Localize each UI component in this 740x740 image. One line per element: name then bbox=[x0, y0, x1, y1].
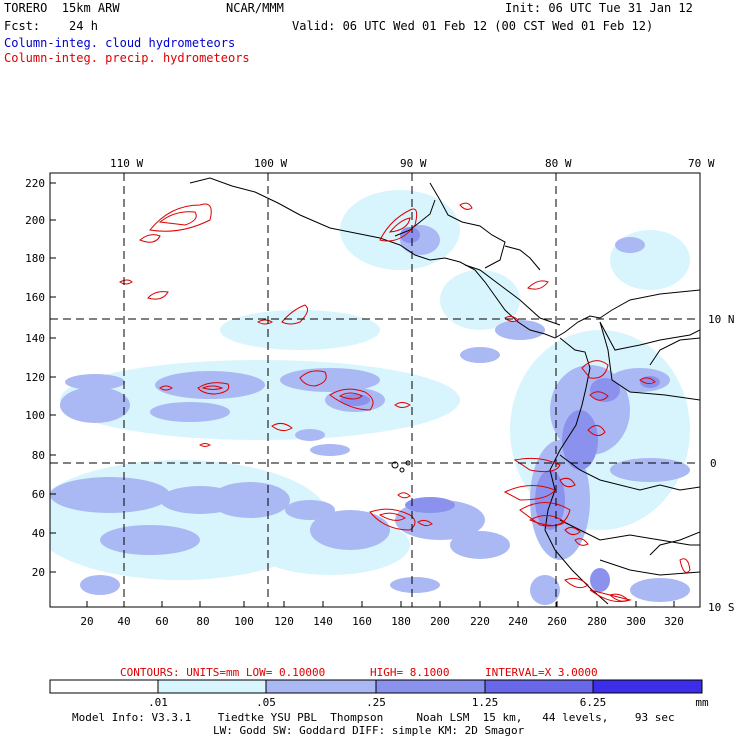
legend-value: .05 bbox=[256, 696, 276, 709]
legend-labels: .01 .05 .25 1.25 6.25 mm bbox=[148, 696, 709, 709]
y-tick-label: 220 bbox=[25, 177, 45, 190]
legend-value: 6.25 bbox=[580, 696, 607, 709]
lat-lon-grid bbox=[50, 173, 700, 607]
x-tick-label: 320 bbox=[664, 615, 684, 628]
lon-label-80w: 80 W bbox=[545, 157, 572, 170]
model-info-line1: Model Info: V3.3.1 Tiedtke YSU PBL Thomp… bbox=[72, 711, 675, 724]
model-title: TORERO 15km ARW bbox=[4, 1, 120, 15]
contour-high-label: HIGH= 8.1000 bbox=[370, 666, 449, 679]
legend-swatch bbox=[266, 680, 376, 693]
lon-label-100w: 100 W bbox=[254, 157, 287, 170]
legend-value: .01 bbox=[148, 696, 168, 709]
legend-swatch bbox=[50, 680, 158, 693]
x-tick-label: 220 bbox=[470, 615, 490, 628]
y-tick-label: 200 bbox=[25, 214, 45, 227]
lat-label-10n: 10 N bbox=[708, 313, 735, 326]
y-tick-label: 120 bbox=[25, 371, 45, 384]
x-tick-labels: 20 40 60 80 100 120 140 160 180 200 220 … bbox=[80, 615, 684, 628]
contour-interval-label: INTERVAL=X 3.0000 bbox=[485, 666, 598, 679]
x-tick-marks bbox=[86, 601, 675, 607]
legend-swatch bbox=[376, 680, 485, 693]
legend-swatch bbox=[485, 680, 593, 693]
model-info-line2: LW: Godd SW: Goddard DIFF: simple KM: 2D… bbox=[213, 724, 525, 737]
legend-swatch bbox=[158, 680, 266, 693]
x-tick-label: 140 bbox=[313, 615, 333, 628]
lat-label-10s: 10 S bbox=[708, 601, 735, 614]
x-tick-label: 40 bbox=[117, 615, 130, 628]
y-tick-label: 60 bbox=[32, 488, 45, 501]
lon-label-110w: 110 W bbox=[110, 157, 143, 170]
x-tick-label: 300 bbox=[626, 615, 646, 628]
legend-unit: mm bbox=[695, 696, 709, 709]
field-precip-label: Column-integ. precip. hydrometeors bbox=[4, 51, 250, 65]
x-tick-label: 100 bbox=[234, 615, 254, 628]
lon-label-70w: 70 W bbox=[688, 157, 715, 170]
valid-time: Valid: 06 UTC Wed 01 Feb 12 (00 CST Wed … bbox=[292, 19, 654, 33]
x-tick-label: 260 bbox=[547, 615, 567, 628]
coastlines bbox=[189, 177, 700, 605]
y-tick-label: 140 bbox=[25, 332, 45, 345]
forecast-hour: Fcst: 24 h bbox=[4, 19, 98, 33]
cloud-shading-dark bbox=[340, 227, 660, 592]
x-tick-label: 80 bbox=[196, 615, 209, 628]
y-tick-labels: 220 200 180 160 140 120 100 80 60 40 20 bbox=[25, 177, 45, 579]
y-tick-label: 160 bbox=[25, 291, 45, 304]
lat-label-0: 0 bbox=[710, 457, 717, 470]
x-tick-label: 280 bbox=[587, 615, 607, 628]
x-tick-label: 240 bbox=[508, 615, 528, 628]
center-label: NCAR/MMM bbox=[226, 1, 284, 15]
x-tick-label: 20 bbox=[80, 615, 93, 628]
x-tick-label: 60 bbox=[155, 615, 168, 628]
x-tick-label: 160 bbox=[352, 615, 372, 628]
color-legend bbox=[49, 679, 703, 694]
contour-info: CONTOURS: UNITS=mm LOW= 0.10000 HIGH= 8.… bbox=[120, 666, 598, 679]
field-cloud-label: Column-integ. cloud hydrometeors bbox=[4, 36, 236, 50]
map-frame bbox=[49, 172, 701, 608]
y-tick-marks bbox=[50, 182, 56, 573]
precip-contours bbox=[119, 202, 691, 603]
y-tick-label: 100 bbox=[25, 409, 45, 422]
x-tick-label: 180 bbox=[391, 615, 411, 628]
legend-value: 1.25 bbox=[472, 696, 499, 709]
legend-value: .25 bbox=[366, 696, 386, 709]
y-tick-label: 180 bbox=[25, 252, 45, 265]
y-tick-label: 80 bbox=[32, 449, 45, 462]
x-tick-label: 120 bbox=[274, 615, 294, 628]
legend-swatch bbox=[593, 680, 702, 693]
x-tick-label: 200 bbox=[430, 615, 450, 628]
lon-label-90w: 90 W bbox=[400, 157, 427, 170]
contour-units-label: CONTOURS: UNITS=mm LOW= 0.10000 bbox=[120, 666, 325, 679]
init-time: Init: 06 UTC Tue 31 Jan 12 bbox=[505, 1, 693, 15]
y-tick-label: 20 bbox=[32, 566, 45, 579]
y-tick-label: 40 bbox=[32, 527, 45, 540]
